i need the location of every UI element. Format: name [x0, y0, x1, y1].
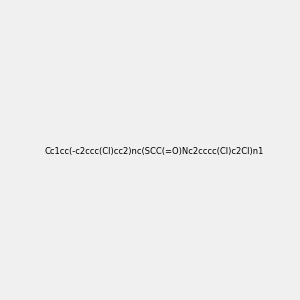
Text: Cc1cc(-c2ccc(Cl)cc2)nc(SCC(=O)Nc2cccc(Cl)c2Cl)n1: Cc1cc(-c2ccc(Cl)cc2)nc(SCC(=O)Nc2cccc(Cl…: [44, 147, 263, 156]
